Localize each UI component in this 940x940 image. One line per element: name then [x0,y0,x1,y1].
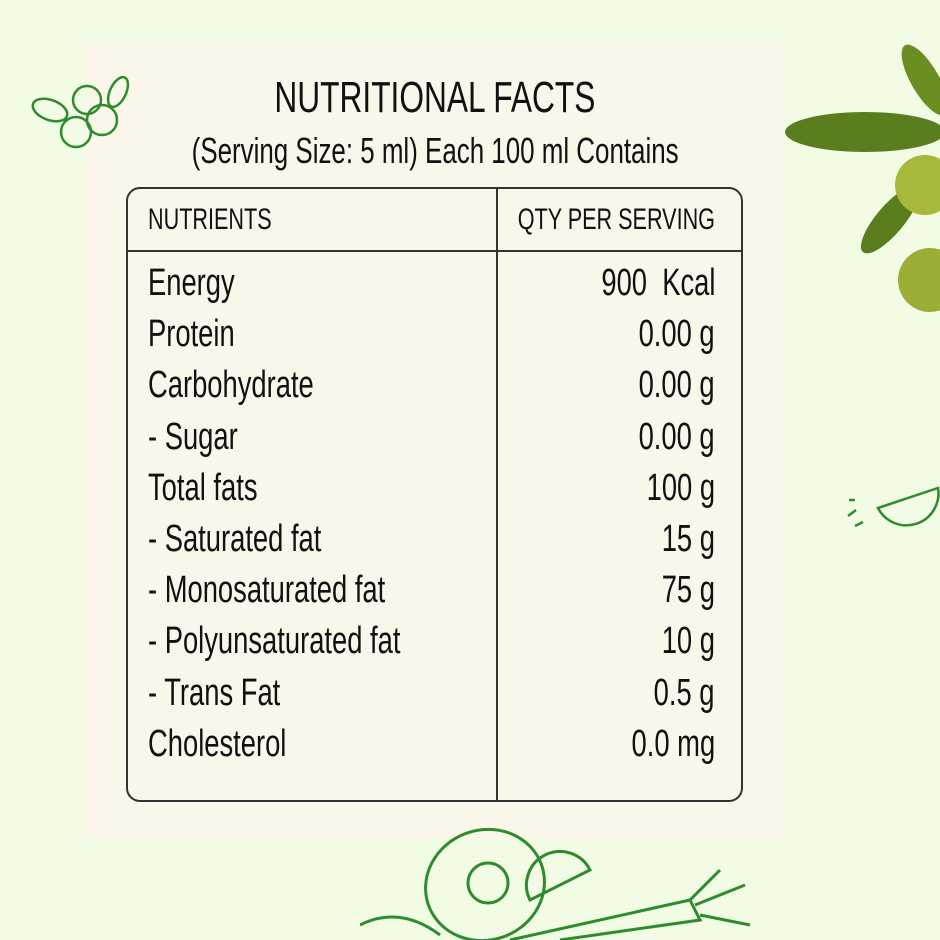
serving-size-subtitle: (Serving Size: 5 ml) Each 100 ml Contain… [0,130,870,172]
nutrient-name: Carbohydrate [148,364,314,407]
table-row: Protein 0.00 g [128,313,741,364]
table-row: - Monosaturated fat 75 g [128,569,741,620]
nutrient-value: 0.00 g [638,313,715,356]
nutrient-value: 10 g [661,620,715,663]
table-row: - Saturated fat 15 g [128,518,741,569]
nutrient-value: 0.5 g [654,671,715,714]
nutrient-name: - Trans Fat [148,671,281,714]
nutrient-name: - Monosaturated fat [148,569,386,612]
table-row: Cholesterol 0.0 mg [128,723,741,774]
nutrient-name: - Polyunsaturated fat [148,620,401,663]
table-row: Energy 900 Kcal [128,262,741,313]
nutrient-name: - Sugar [148,415,238,458]
header-divider [128,250,741,252]
header-qty: QTY PER SERVING [517,203,715,236]
nutrient-value: 0.0 mg [631,722,715,765]
title-text: NUTRITIONAL FACTS [274,73,596,122]
nutrient-value: 15 g [661,518,715,560]
table-row: - Trans Fat 0.5 g [128,672,741,723]
nutrient-name: Total fats [148,466,258,509]
table-row: - Polyunsaturated fat 10 g [128,620,741,671]
nutrient-value: 0.00 g [638,415,715,458]
nutrient-name: Energy [148,262,235,304]
nutrition-panel [85,43,783,838]
vegetables-icon [360,827,751,940]
subtitle-text: (Serving Size: 5 ml) Each 100 ml Contain… [191,130,679,171]
table-row: Total fats 100 g [128,467,741,518]
column-divider [496,189,498,800]
nutrient-value: 900 Kcal [600,262,715,304]
header-nutrients: NUTRIENTS [148,203,272,236]
page-title: NUTRITIONAL FACTS [0,73,870,123]
table-row: Carbohydrate 0.00 g [128,364,741,415]
olive-branch-icon [785,44,940,312]
table-row: - Sugar 0.00 g [128,416,741,467]
berries-icon [31,75,130,149]
nutrient-name: - Saturated fat [148,518,322,560]
lime-slice-icon [847,486,940,528]
nutrient-value: 100 g [646,466,715,509]
nutrient-value: 0.00 g [638,364,715,407]
nutrient-name: Protein [148,313,235,356]
nutrient-name: Cholesterol [148,722,287,765]
nutrient-value: 75 g [661,569,715,612]
nutrition-table: NUTRIENTS QTY PER SERVING Energy 900 Kca… [126,187,743,802]
